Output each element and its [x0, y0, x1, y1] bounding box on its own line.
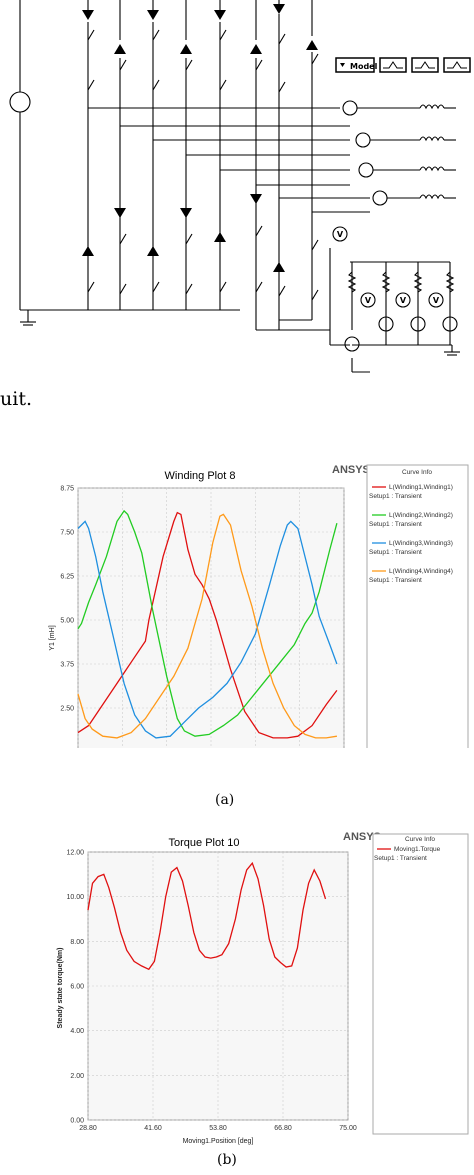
torque-legend-setup: Setup1 : Transient	[374, 855, 427, 862]
svg-text:V: V	[400, 296, 407, 305]
torque-y-tick: 10.00	[66, 894, 84, 901]
circuit-diagram: Model V V V V	[9, 0, 471, 373]
torque-y-tick: 8.00	[70, 939, 84, 946]
winding-plot-title: Winding Plot 8	[165, 470, 236, 482]
torque-x-tick: 75.00	[339, 1125, 357, 1132]
torque-legend-header: Curve Info	[405, 836, 435, 843]
torque-plot-svg: Torque Plot 10 ANSYS Curve Info Moving1.…	[0, 828, 474, 1148]
winding-y-tick: 2.50	[60, 706, 74, 713]
caption-fragment: uit.	[0, 388, 32, 410]
winding-legend-name: L(Winding1,Winding1)	[389, 484, 453, 491]
caption-a: (a)	[215, 792, 235, 808]
torque-y-tick: 12.00	[66, 850, 84, 857]
torque-x-tick: 41.60	[144, 1125, 162, 1132]
torque-plot-figure: Torque Plot 10 ANSYS Curve Info Moving1.…	[0, 828, 474, 1148]
torque-y-tick: 0.00	[70, 1118, 84, 1125]
torque-x-axis-label: Moving1.Position [deg]	[183, 1138, 254, 1145]
winding-plot-figure: Winding Plot 8 ANSYS Curve Info L(Windin…	[0, 458, 474, 748]
torque-x-tick: 66.80	[274, 1125, 292, 1132]
winding-legend-setup: Setup1 : Transient	[369, 549, 422, 556]
torque-y-axis-label: Steady state torque(Nm)	[57, 948, 64, 1029]
ansys-logo-a: ANSYS	[332, 464, 370, 476]
winding-legend-name: L(Winding4,Winding4)	[389, 568, 453, 575]
winding-y-axis-label: Y1 [mH]	[49, 625, 56, 650]
winding-y-tick: 7.50	[60, 530, 74, 537]
winding-y-tick: 6.25	[60, 574, 74, 581]
winding-y-tick: 3.75	[60, 662, 74, 669]
torque-y-tick: 6.00	[70, 984, 84, 991]
winding-series-2	[77, 509, 338, 737]
model-label: Model	[350, 62, 378, 71]
torque-y-tick: 4.00	[70, 1028, 84, 1035]
torque-plot-title: Torque Plot 10	[169, 837, 240, 849]
caption-b: (b)	[217, 1152, 237, 1168]
winding-y-tick: 8.75	[60, 486, 74, 493]
torque-x-tick: 53.80	[209, 1125, 227, 1132]
winding-legend-header: Curve Info	[402, 469, 432, 476]
winding-legend-name: L(Winding2,Winding2)	[389, 512, 453, 519]
winding-legend-setup: Setup1 : Transient	[369, 493, 422, 500]
svg-text:V: V	[433, 296, 440, 305]
winding-legend-setup: Setup1 : Transient	[369, 521, 422, 528]
torque-x-tick: 28.80	[79, 1125, 97, 1132]
torque-y-tick: 2.00	[70, 1073, 84, 1080]
svg-text:V: V	[365, 296, 372, 305]
torque-series-1	[87, 861, 327, 971]
ansys-logo-b: ANSYS	[343, 831, 381, 843]
winding-legend-box	[366, 464, 469, 748]
winding-y-tick: 5.00	[60, 618, 74, 625]
winding-series-3	[77, 520, 338, 739]
winding-series-1	[77, 511, 338, 739]
torque-legend-name: Moving1.Torque	[394, 846, 441, 853]
winding-legend-name: L(Winding3,Winding3)	[389, 540, 453, 547]
torque-legend-box	[372, 833, 469, 1135]
winding-series-4	[77, 513, 338, 739]
svg-text:V: V	[337, 230, 344, 239]
winding-legend-setup: Setup1 : Transient	[369, 577, 422, 584]
winding-plot-svg: Winding Plot 8 ANSYS Curve Info L(Windin…	[0, 458, 474, 748]
